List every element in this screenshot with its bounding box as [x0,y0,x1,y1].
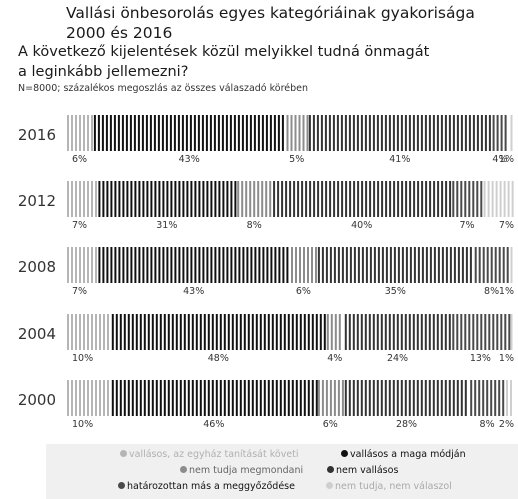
value-label: 5% [289,154,304,165]
value-label: 7% [72,286,87,297]
bar-segment-mas-meggyozodes [474,247,509,283]
bar-segment-egyhaz [67,181,97,217]
legend-swatch [180,466,187,473]
bar-segment-nem-tudja-megmondani [291,247,317,283]
bar-segment-nem-valaszol [506,380,512,416]
bar-segment-nem-valaszol [510,115,513,151]
chart-title-years: 2000 és 2016 [66,24,173,42]
legend-label: nem tudja megmondani [189,465,304,476]
value-label: 13% [470,353,491,364]
bar-segment-mas-meggyozodes [452,181,483,217]
year-label: 2004 [18,325,56,343]
legend-label: vallásos, az egyház tanítását követi [129,449,299,460]
value-label: 31% [156,220,177,231]
value-label: 40% [351,220,372,231]
value-label: 4% [492,154,507,165]
legend-label: vallásos a maga módján [350,449,466,460]
year-label: 2012 [18,192,56,210]
value-label: 6% [296,286,311,297]
legend-label: határozottan más a meggyőződése [127,481,295,492]
value-label: 1% [499,353,514,364]
legend-swatch [118,482,125,489]
bar-segment-mas-meggyozodes [452,314,511,350]
value-label: 1% [499,286,514,297]
legend-item-nem-vallasos: nem vallásos [327,465,398,477]
legend-swatch [120,450,127,457]
value-label: 1% [499,154,514,165]
value-label: 2% [499,419,514,430]
value-label: 10% [72,353,93,364]
bar-segment-mas-meggyozodes [470,380,505,416]
bar-segment-nem-tudja-megmondani [326,314,341,350]
legend-item-nem-valaszol: nem tudja, nem válaszol [326,481,452,493]
bar-segment-nem-vallasos [344,380,467,416]
value-label: 41% [389,154,410,165]
bar-segment-nem-tudja-megmondani [286,115,309,151]
bar-segment-egyhaz [67,380,109,416]
bar-segment-nem-tudja-megmondani [317,380,344,416]
legend-item-egyhaz: vallásos, az egyház tanítását követi [120,449,299,461]
bar-segment-nem-vallasos [308,115,491,151]
legend-label: nem tudja, nem válaszol [335,481,452,492]
legend-swatch [326,482,333,489]
legend-item-nem-tudja-megmondani: nem tudja megmondani [180,465,303,477]
bar-segment-maga-modjan [98,181,237,217]
sample-note: N=8000; százalékos megoszlás az összes v… [18,83,309,94]
value-label: 8% [484,286,499,297]
legend-item-maga-modjan: vallásos a maga módján [341,449,466,461]
bar-segment-maga-modjan [111,380,318,416]
bar-segment-maga-modjan [93,115,284,151]
value-label: 7% [459,220,474,231]
year-label: 2016 [18,126,56,144]
value-label: 4% [327,353,342,364]
bar-segment-mas-meggyozodes [492,115,507,151]
bar-segment-nem-vallasos [344,314,451,350]
value-label: 48% [208,353,229,364]
chart-title: Vallási önbesorolás egyes kategóriáinak … [66,4,475,22]
value-label: 7% [499,220,514,231]
year-label: 2000 [18,391,56,409]
value-label: 7% [72,220,87,231]
bar-segment-nem-vallasos [273,181,452,217]
value-label: 43% [183,286,204,297]
bar-segment-nem-valaszol [510,314,513,350]
value-label: 6% [323,419,338,430]
legend-swatch [341,450,348,457]
bar-segment-nem-valaszol [483,181,514,217]
legend-label: nem vallásos [336,465,399,476]
legend: vallásos, az egyház tanítását követi val… [46,444,518,499]
bar-segment-egyhaz [67,247,97,283]
value-label: 43% [179,154,200,165]
question-text-line1: A következő kijelentések közül melyikkel… [18,44,430,60]
legend-swatch [327,466,334,473]
value-label: 8% [247,220,262,231]
value-label: 6% [72,154,87,165]
bar-segment-maga-modjan [98,247,289,283]
bar-segment-nem-tudja-megmondani [237,181,272,217]
bar-segment-maga-modjan [111,314,326,350]
value-label: 46% [203,419,224,430]
value-label: 8% [480,419,495,430]
bar-segment-nem-vallasos [317,247,472,283]
value-label: 35% [385,286,406,297]
legend-item-mas-meggyozodes: határozottan más a meggyőződése [118,481,295,493]
value-label: 10% [72,419,93,430]
value-label: 28% [396,419,417,430]
value-label: 24% [387,353,408,364]
bar-segment-egyhaz [67,115,93,151]
question-text-line2: a leginkább jellemezni? [18,64,189,80]
bar-segment-egyhaz [67,314,109,350]
bar-segment-nem-valaszol [510,247,513,283]
year-label: 2008 [18,258,56,276]
